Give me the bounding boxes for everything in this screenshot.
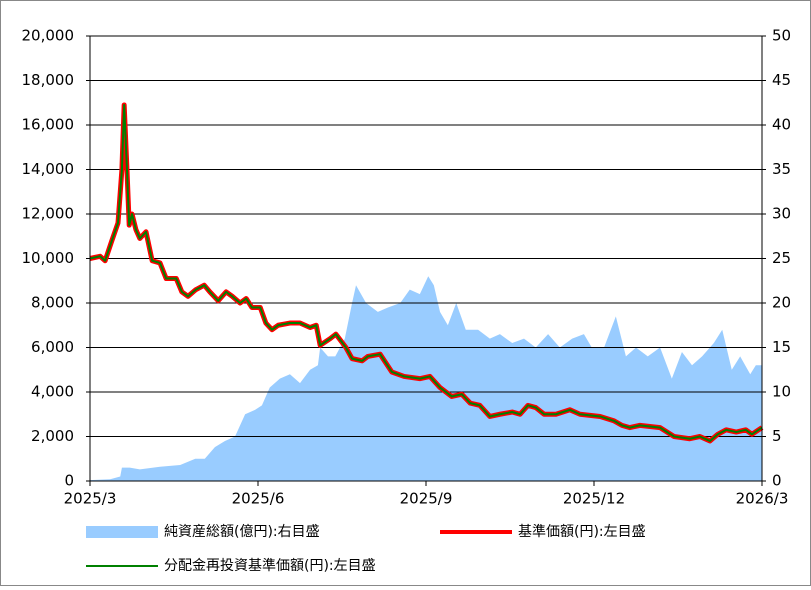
y2-tick-label: 50 [772,27,791,45]
y-tick-label: 16,000 [22,116,75,134]
plot-frame [89,35,763,482]
legend-label: 分配金再投資基準価額(円):左目盛 [164,557,376,574]
y-tick-label: 14,000 [22,160,75,178]
y-tick-label: 0 [64,472,74,490]
y2-tick-label: 0 [772,472,782,490]
y-tick-label: 12,000 [22,205,75,223]
y2-tick-label: 20 [772,294,791,312]
x-tick-label: 2025/12 [563,490,625,508]
y-tick-label: 20,000 [22,27,75,45]
x-tick-label: 2025/9 [400,490,453,508]
x-tick-label: 2025/6 [232,490,285,508]
y2-tick-label: 30 [772,205,791,223]
x-tick-label: 2026/3 [736,490,789,508]
x-tick-label: 2025/3 [64,490,117,508]
y-tick-label: 4,000 [31,383,74,401]
legend-swatch [86,526,158,538]
legend-label: 基準価額(円):左目盛 [518,523,646,540]
y2-tick-label: 40 [772,116,791,134]
y2-tick-label: 5 [772,427,782,445]
y2-tick-label: 45 [772,71,791,89]
line [89,103,763,442]
y-tick-label: 10,000 [22,249,75,267]
y2-tick-label: 10 [772,383,791,401]
y-tick-label: 6,000 [31,338,74,356]
y2-tick-label: 15 [772,338,791,356]
y2-tick-label: 25 [772,249,791,267]
y-tick-label: 18,000 [22,71,75,89]
y-tick-label: 8,000 [31,294,74,312]
y2-tick-label: 35 [772,160,791,178]
y-tick-label: 2,000 [31,427,74,445]
legend-label: 純資産総額(億円):右目盛 [164,524,320,540]
